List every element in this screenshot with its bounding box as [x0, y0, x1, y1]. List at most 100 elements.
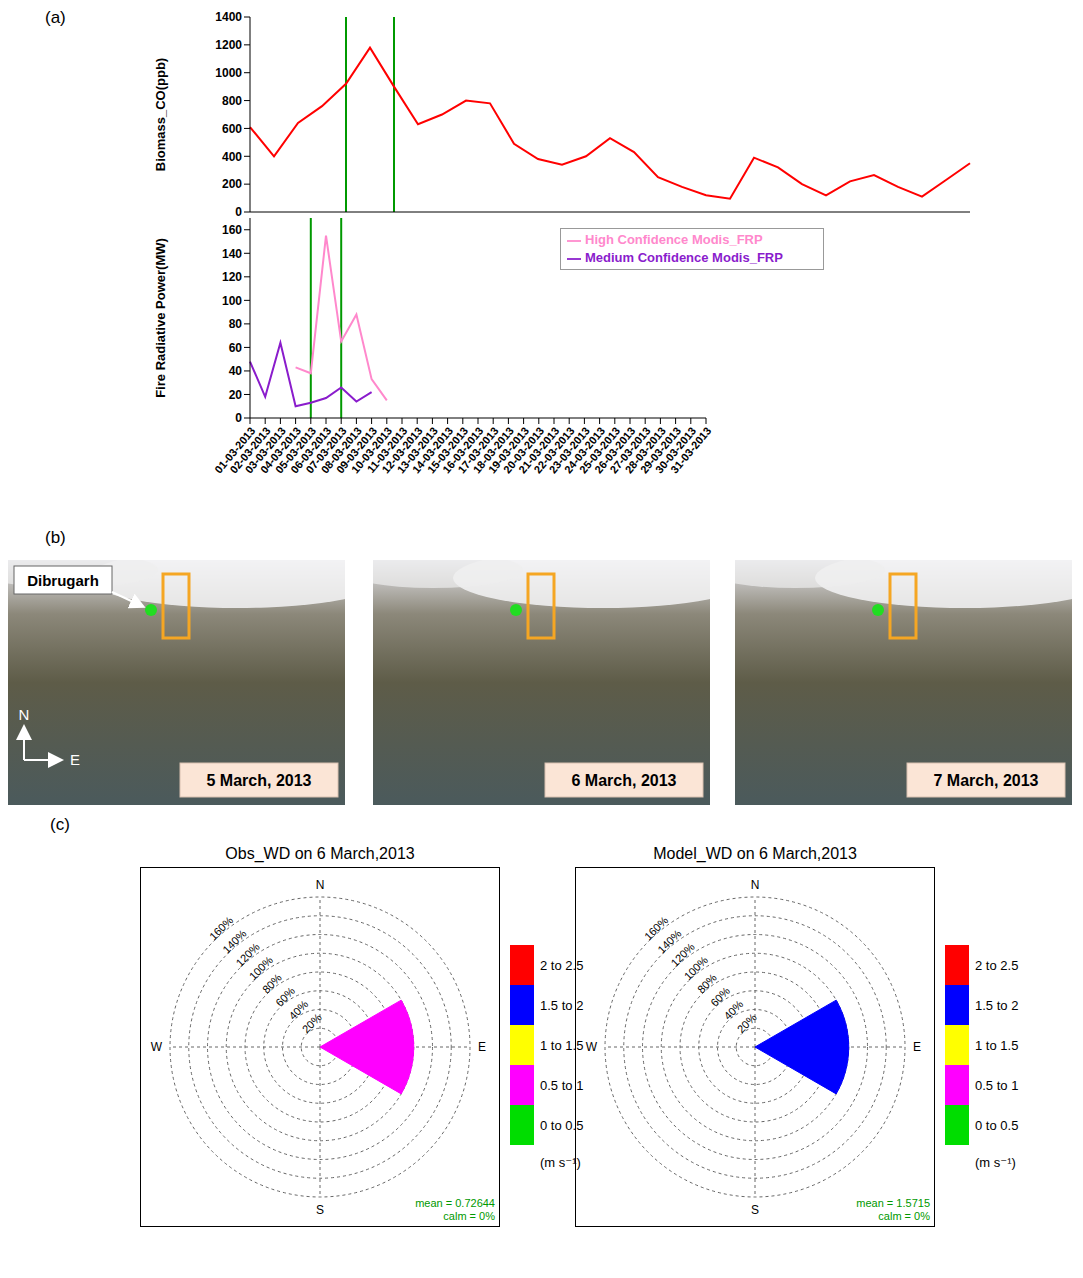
html-text:(c): (c) [50, 815, 70, 834]
html-text:1.5 to 2: 1.5 to 2 [540, 997, 584, 1013]
svg-text:N: N [751, 878, 760, 892]
svg-text:5 March, 2013: 5 March, 2013 [207, 772, 312, 789]
html-text:0 to 0.5: 0 to 0.5 [975, 1117, 1019, 1133]
svg-text:12-03-2013: 12-03-2013 [379, 424, 425, 476]
svg-text:1000: 1000 [215, 66, 242, 80]
html-text:1 to 1.5: 1 to 1.5 [540, 1037, 584, 1053]
svg-text:10-03-2013: 10-03-2013 [348, 424, 395, 476]
svg-text:160%: 160% [642, 914, 671, 943]
svg-text:1400: 1400 [215, 10, 242, 24]
svg-text:Fire Radiative Power(MW): Fire Radiative Power(MW) [153, 238, 168, 398]
svg-text:08-03-2013: 08-03-2013 [318, 424, 364, 476]
svg-text:Biomass_CO(ppb): Biomass_CO(ppb) [153, 58, 168, 171]
svg-text:40%: 40% [286, 998, 310, 1022]
svg-text:06-03-2013: 06-03-2013 [288, 424, 334, 476]
svg-text:0: 0 [235, 411, 242, 425]
html-text:2 to 2.5: 2 to 2.5 [975, 957, 1019, 973]
svg-text:21-03-2013: 21-03-2013 [516, 424, 562, 476]
html-text:Obs_WD on 6 March,2013: Obs_WD on 6 March,2013 [225, 845, 415, 862]
svg-text:27-03-2013: 27-03-2013 [607, 424, 653, 476]
svg-text:24-03-2013: 24-03-2013 [561, 424, 608, 476]
svg-text:15-03-2013: 15-03-2013 [424, 424, 471, 476]
html-text:(m s⁻¹): (m s⁻¹) [540, 1155, 581, 1170]
svg-text:400: 400 [222, 150, 242, 164]
svg-text:05-03-2013: 05-03-2013 [272, 424, 319, 476]
svg-text:25-03-2013: 25-03-2013 [576, 424, 623, 476]
html-text:(b): (b) [45, 528, 66, 547]
svg-text:600: 600 [222, 122, 242, 136]
svg-text:0: 0 [235, 205, 242, 219]
svg-text:6 March, 2013: 6 March, 2013 [572, 772, 677, 789]
svg-text:20-03-2013: 20-03-2013 [500, 424, 547, 476]
svg-text:80%: 80% [260, 971, 284, 995]
html-text:mean = 0.72644: mean = 0.72644 [415, 1197, 495, 1209]
svg-text:16-03-2013: 16-03-2013 [440, 424, 486, 476]
svg-text:N: N [316, 878, 325, 892]
svg-text:17-03-2013: 17-03-2013 [455, 424, 501, 476]
svg-text:7 March, 2013: 7 March, 2013 [934, 772, 1039, 789]
svg-text:1200: 1200 [215, 38, 242, 52]
svg-text:S: S [751, 1203, 759, 1217]
svg-text:120%: 120% [668, 940, 697, 969]
svg-text:30-03-2013: 30-03-2013 [652, 424, 699, 476]
svg-text:100%: 100% [681, 953, 710, 983]
svg-text:60%: 60% [273, 984, 297, 1008]
html-text:Medium Confidence Modis_FRP: Medium Confidence Modis_FRP [585, 250, 783, 265]
svg-text:13-03-2013: 13-03-2013 [394, 424, 440, 476]
svg-text:120: 120 [222, 270, 242, 284]
svg-text:29-03-2013: 29-03-2013 [637, 424, 684, 476]
svg-text:N: N [19, 706, 30, 723]
svg-text:E: E [913, 1040, 921, 1054]
html-text:(a): (a) [45, 8, 66, 27]
svg-text:60: 60 [229, 341, 243, 355]
svg-text:40: 40 [229, 364, 243, 378]
svg-text:80: 80 [229, 317, 243, 331]
svg-text:60%: 60% [708, 984, 732, 1008]
svg-text:22-03-2013: 22-03-2013 [531, 424, 577, 476]
svg-text:18-03-2013: 18-03-2013 [470, 424, 516, 476]
html-text:Model_WD on 6 March,2013: Model_WD on 6 March,2013 [653, 845, 857, 862]
svg-text:W: W [586, 1040, 598, 1054]
svg-text:200: 200 [222, 177, 242, 191]
svg-text:31-03-2013: 31-03-2013 [668, 425, 713, 476]
svg-text:28-03-2013: 28-03-2013 [622, 424, 668, 476]
html-text:2 to 2.5: 2 to 2.5 [540, 957, 584, 973]
svg-text:40%: 40% [721, 998, 745, 1022]
svg-text:140%: 140% [220, 927, 249, 956]
html-text:0.5 to 1: 0.5 to 1 [540, 1077, 584, 1093]
svg-text:20%: 20% [300, 1011, 324, 1035]
svg-text:26-03-2013: 26-03-2013 [592, 424, 638, 476]
html-text:1.5 to 2: 1.5 to 2 [975, 997, 1019, 1013]
svg-text:E: E [478, 1040, 486, 1054]
svg-text:160%: 160% [207, 914, 236, 943]
svg-text:20%: 20% [735, 1011, 759, 1035]
svg-text:140: 140 [222, 247, 242, 261]
svg-text:160: 160 [222, 223, 242, 237]
svg-text:01-03-2013: 01-03-2013 [212, 424, 258, 476]
html-text:0 to 0.5: 0 to 0.5 [540, 1117, 584, 1133]
html-text:High Confidence Modis_FRP: High Confidence Modis_FRP [585, 232, 763, 247]
svg-text:09-03-2013: 09-03-2013 [333, 424, 380, 476]
svg-text:07-03-2013: 07-03-2013 [303, 424, 349, 476]
svg-text:100: 100 [222, 294, 242, 308]
svg-text:23-03-2013: 23-03-2013 [546, 424, 592, 476]
svg-text:W: W [151, 1040, 163, 1054]
svg-text:S: S [316, 1203, 324, 1217]
svg-text:19-03-2013: 19-03-2013 [485, 424, 532, 476]
svg-text:80%: 80% [695, 971, 719, 995]
svg-text:14-03-2013: 14-03-2013 [409, 424, 456, 476]
svg-text:100%: 100% [246, 953, 275, 983]
svg-text:20: 20 [229, 388, 243, 402]
svg-text:120%: 120% [233, 940, 262, 969]
svg-text:E: E [70, 751, 80, 768]
svg-text:140%: 140% [655, 927, 684, 956]
svg-text:Dibrugarh: Dibrugarh [27, 572, 99, 589]
html-text:(m s⁻¹): (m s⁻¹) [975, 1155, 1016, 1170]
svg-text:800: 800 [222, 94, 242, 108]
html-text:0.5 to 1: 0.5 to 1 [975, 1077, 1019, 1093]
svg-text:03-03-2013: 03-03-2013 [242, 424, 288, 476]
svg-text:04-03-2013: 04-03-2013 [257, 424, 304, 476]
html-text:1 to 1.5: 1 to 1.5 [975, 1037, 1019, 1053]
svg-text:02-03-2013: 02-03-2013 [227, 424, 273, 476]
svg-text:11-03-2013: 11-03-2013 [364, 424, 410, 475]
